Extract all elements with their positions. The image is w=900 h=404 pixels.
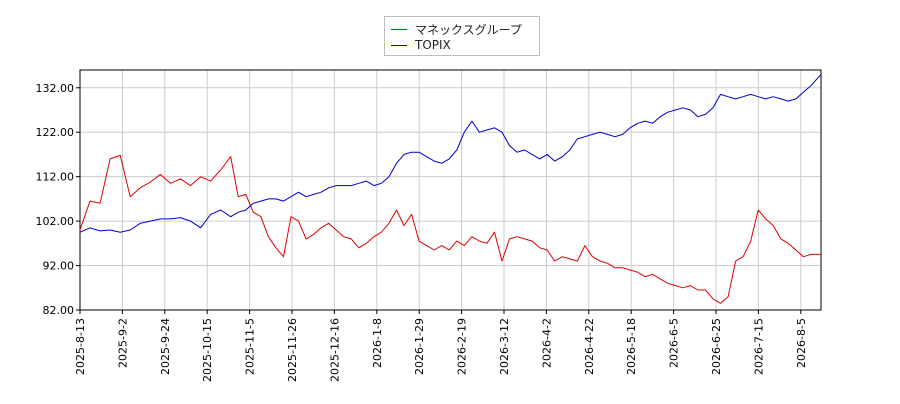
legend-item-1: TOPIX [391,37,451,53]
axes [76,69,822,314]
x-tick-label: 2025-12-16 [328,318,341,382]
y-tick-label: 112.00 [36,171,75,184]
x-tick-label: 2026-1-29 [413,318,426,375]
x-tick-label: 2026-1-8 [371,318,384,368]
y-tick-label: 82.00 [43,304,75,317]
y-tick-labels: 82.00 92.00 102.00 112.00 122.00 132.00 [36,82,75,317]
x-tick-label: 2026-8-5 [795,318,808,368]
x-tick-label: 2025-9-2 [116,318,129,368]
legend-item-0: マネックスグループ [391,21,522,37]
y-tick-label: 132.00 [36,82,75,95]
series-lines [79,74,822,304]
x-tick-labels: 2025-8-13 2025-9-2 2025-9-24 2025-10-15 2025… [74,318,808,382]
y-tick-label: 92.00 [43,260,75,273]
x-tick-label: 2026-3-12 [498,318,511,375]
x-tick-label: 2026-6-5 [668,318,681,368]
x-tick-label: 2026-4-22 [583,318,596,375]
x-tick-label: 2026-4-2 [540,318,553,368]
y-tick-label: 122.00 [36,126,75,139]
legend: マネックスグループ TOPIX [384,16,540,56]
series-line-0 [79,154,821,304]
y-tick-label: 102.00 [36,215,75,228]
series-line-1 [79,74,822,233]
x-tick-label: 2025-10-15 [201,318,214,382]
x-tick-label: 2025-11-5 [244,318,257,375]
x-tick-label: 2026-6-25 [710,318,723,375]
legend-label-0: マネックスグループ [415,22,522,37]
legend-swatch-1 [391,44,407,46]
x-tick-label: 2025-9-24 [159,318,172,375]
grid [79,70,821,311]
x-tick-label: 2025-8-13 [74,318,87,375]
x-tick-label: 2026-2-19 [456,318,469,375]
legend-swatch-0 [391,28,407,30]
x-tick-label: 2025-11-26 [286,318,299,382]
x-tick-label: 2026-7-15 [752,318,765,375]
plot-frame [79,69,822,311]
legend-label-1: TOPIX [415,38,451,52]
x-tick-label: 2026-5-18 [625,318,638,375]
